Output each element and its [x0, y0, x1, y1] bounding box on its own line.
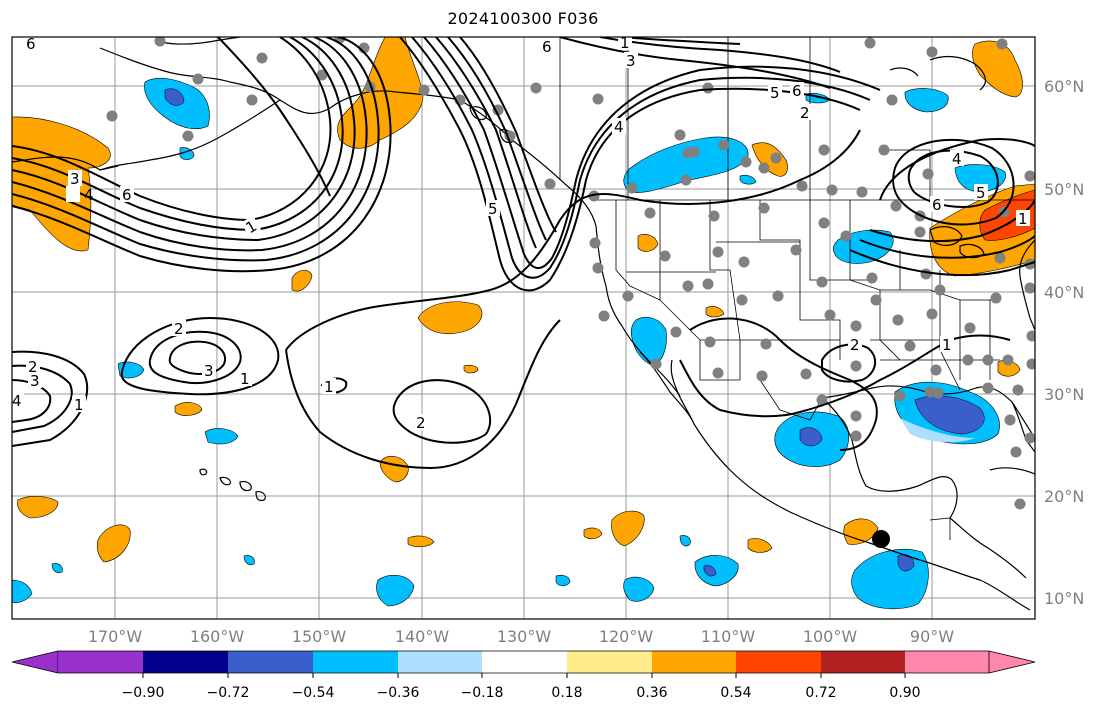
- latitude-axis: 60°N 50°N 40°N 30°N 20°N 10°N: [1044, 77, 1084, 608]
- contour-label: 2: [28, 358, 38, 376]
- colorbar: −0.90 −0.72 −0.54 −0.36 −0.18 0.18 0.36 …: [11, 650, 1036, 701]
- map-title: 2024100300 F036: [447, 9, 599, 28]
- colorbar-segment: [313, 651, 398, 673]
- colorbar-segment: [652, 651, 736, 673]
- contour-label: 1: [1018, 210, 1028, 228]
- colorbar-tick-label: −0.72: [207, 685, 250, 701]
- lon-tick-label: 90°W: [910, 627, 954, 646]
- station-dots: [106, 37, 1035, 510]
- weak-negative-fill: [900, 418, 975, 443]
- colorbar-segment: [905, 651, 989, 673]
- contour-label: 3: [204, 362, 214, 380]
- colorbar-high-extend: [988, 650, 1036, 674]
- lon-tick-label: 130°W: [497, 627, 552, 646]
- contour-label: 6: [542, 38, 552, 56]
- contour-label: 3: [30, 372, 40, 390]
- strong-negative-fill: [164, 88, 985, 577]
- storm-marker: [872, 530, 890, 548]
- colorbar-tick-label: 0.36: [636, 685, 667, 701]
- lon-tick-label: 140°W: [395, 627, 450, 646]
- colorbar-segment: [821, 651, 905, 673]
- colorbar-low-extend: [11, 650, 59, 674]
- lon-tick-label: 150°W: [292, 627, 347, 646]
- contour-labels: 6 1 3 6 5 6 2 4 5 3 4 6 1 5: [12, 34, 1030, 432]
- contour-label: 1: [240, 370, 250, 388]
- colorbar-tick-label: 0.18: [551, 685, 582, 701]
- contour-label: 6: [932, 196, 942, 214]
- lat-tick-label: 20°N: [1044, 487, 1084, 506]
- colorbar-segment: [736, 651, 821, 673]
- lon-tick-label: 170°W: [88, 627, 143, 646]
- contour-label: 5: [488, 200, 498, 218]
- lon-tick-label: 110°W: [701, 627, 756, 646]
- lat-tick-label: 40°N: [1044, 283, 1084, 302]
- contour-label: 2: [416, 414, 426, 432]
- contour-label: 2: [850, 336, 860, 354]
- colorbar-tick-label: −0.90: [122, 685, 165, 701]
- contour-label: 4: [614, 118, 624, 136]
- colorbar-segment: [143, 651, 228, 673]
- colorbar-segment: [398, 651, 482, 673]
- lon-tick-label: 120°W: [599, 627, 654, 646]
- contour-label: 2: [800, 104, 810, 122]
- contour-label: 1: [942, 336, 952, 354]
- contour-label: 4: [84, 186, 94, 204]
- colorbar-segment: [58, 651, 143, 673]
- colorbar-tick-label: −0.18: [461, 685, 504, 701]
- longitude-axis: 170°W 160°W 150°W 140°W 130°W 120°W 110°…: [88, 627, 954, 646]
- lon-tick-label: 160°W: [190, 627, 245, 646]
- contour-label: 3: [70, 170, 80, 188]
- lat-tick-label: 50°N: [1044, 180, 1084, 199]
- lat-tick-label: 30°N: [1044, 385, 1084, 404]
- contour-label: 5: [976, 184, 986, 202]
- colorbar-tick-label: −0.54: [292, 685, 335, 701]
- contour-label: 6: [122, 186, 132, 204]
- map-panel: 6 1 3 6 5 6 2 4 5 3 4 6 1 5: [12, 34, 1035, 619]
- contour-label: 2: [174, 320, 184, 338]
- contour-label: 5: [770, 84, 780, 102]
- contour-label: 1: [324, 378, 334, 396]
- lat-tick-label: 10°N: [1044, 589, 1084, 608]
- contour-label: 5: [768, 86, 778, 104]
- lat-tick-label: 60°N: [1044, 77, 1084, 96]
- map-frame: [11, 36, 1036, 620]
- contour-label: 1: [74, 396, 84, 414]
- colorbar-tick-label: −0.36: [377, 685, 420, 701]
- colorbar-segment: [567, 651, 652, 673]
- colorbar-segment: [228, 651, 313, 673]
- contour-label: 1: [620, 34, 630, 52]
- contour-label: 6: [792, 82, 802, 100]
- contour-label: 6: [26, 35, 36, 53]
- contour-label: 4: [952, 150, 962, 168]
- contour-label: 4: [12, 392, 22, 410]
- colorbar-segment: [482, 651, 567, 673]
- colorbar-tick-label: 0.90: [889, 685, 920, 701]
- colorbar-tick-label: 0.72: [805, 685, 836, 701]
- lon-tick-label: 100°W: [803, 627, 858, 646]
- contour-label: 3: [626, 52, 636, 70]
- colorbar-tick-label: 0.54: [720, 685, 751, 701]
